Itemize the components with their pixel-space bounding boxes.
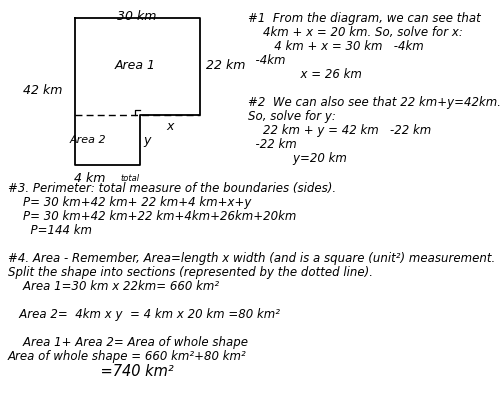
- Text: -22 km: -22 km: [248, 138, 297, 151]
- Text: x: x: [166, 120, 173, 133]
- Text: -4km: -4km: [248, 54, 286, 67]
- Text: total: total: [120, 174, 139, 183]
- Text: 4km + x = 20 km. So, solve for x:: 4km + x = 20 km. So, solve for x:: [248, 26, 463, 39]
- Text: Area 1+ Area 2= Area of whole shape: Area 1+ Area 2= Area of whole shape: [8, 336, 248, 349]
- Text: #2  We can also see that 22 km+y=42km.: #2 We can also see that 22 km+y=42km.: [248, 96, 500, 109]
- Text: Area 1=30 km x 22km= 660 km²: Area 1=30 km x 22km= 660 km²: [8, 280, 219, 293]
- Text: #1  From the diagram, we can see that: #1 From the diagram, we can see that: [248, 12, 481, 25]
- Text: 4 km: 4 km: [74, 172, 106, 185]
- Text: 30 km: 30 km: [118, 10, 156, 23]
- Text: 22 km: 22 km: [206, 58, 246, 71]
- Text: =740 km²: =740 km²: [8, 364, 174, 379]
- Text: #3. Perimeter: total measure of the boundaries (sides).: #3. Perimeter: total measure of the boun…: [8, 182, 336, 195]
- Text: Area 2: Area 2: [70, 135, 106, 145]
- Text: P= 30 km+42 km+22 km+4km+26km+20km: P= 30 km+42 km+22 km+4km+26km+20km: [8, 210, 296, 223]
- Text: 4 km + x = 30 km   -4km: 4 km + x = 30 km -4km: [248, 40, 424, 53]
- Text: P= 30 km+42 km+ 22 km+4 km+x+y: P= 30 km+42 km+ 22 km+4 km+x+y: [8, 196, 252, 209]
- Text: x = 26 km: x = 26 km: [248, 68, 362, 81]
- Text: Area 1: Area 1: [114, 58, 156, 71]
- Text: #4. Area - Remember, Area=length x width (and is a square (unit²) measurement.: #4. Area - Remember, Area=length x width…: [8, 252, 495, 265]
- Text: So, solve for y:: So, solve for y:: [248, 110, 336, 123]
- Text: Area 2=  4km x y  = 4 km x 20 km =80 km²: Area 2= 4km x y = 4 km x 20 km =80 km²: [8, 308, 280, 321]
- Text: P=144 km: P=144 km: [8, 224, 92, 237]
- Text: 22 km + y = 42 km   -22 km: 22 km + y = 42 km -22 km: [248, 124, 431, 137]
- Text: Split the shape into sections (represented by the dotted line).: Split the shape into sections (represent…: [8, 266, 373, 279]
- Text: y: y: [143, 134, 150, 147]
- Text: 42 km: 42 km: [22, 84, 62, 97]
- Text: Area of whole shape = 660 km²+80 km²: Area of whole shape = 660 km²+80 km²: [8, 350, 247, 363]
- Text: y=20 km: y=20 km: [248, 152, 347, 165]
